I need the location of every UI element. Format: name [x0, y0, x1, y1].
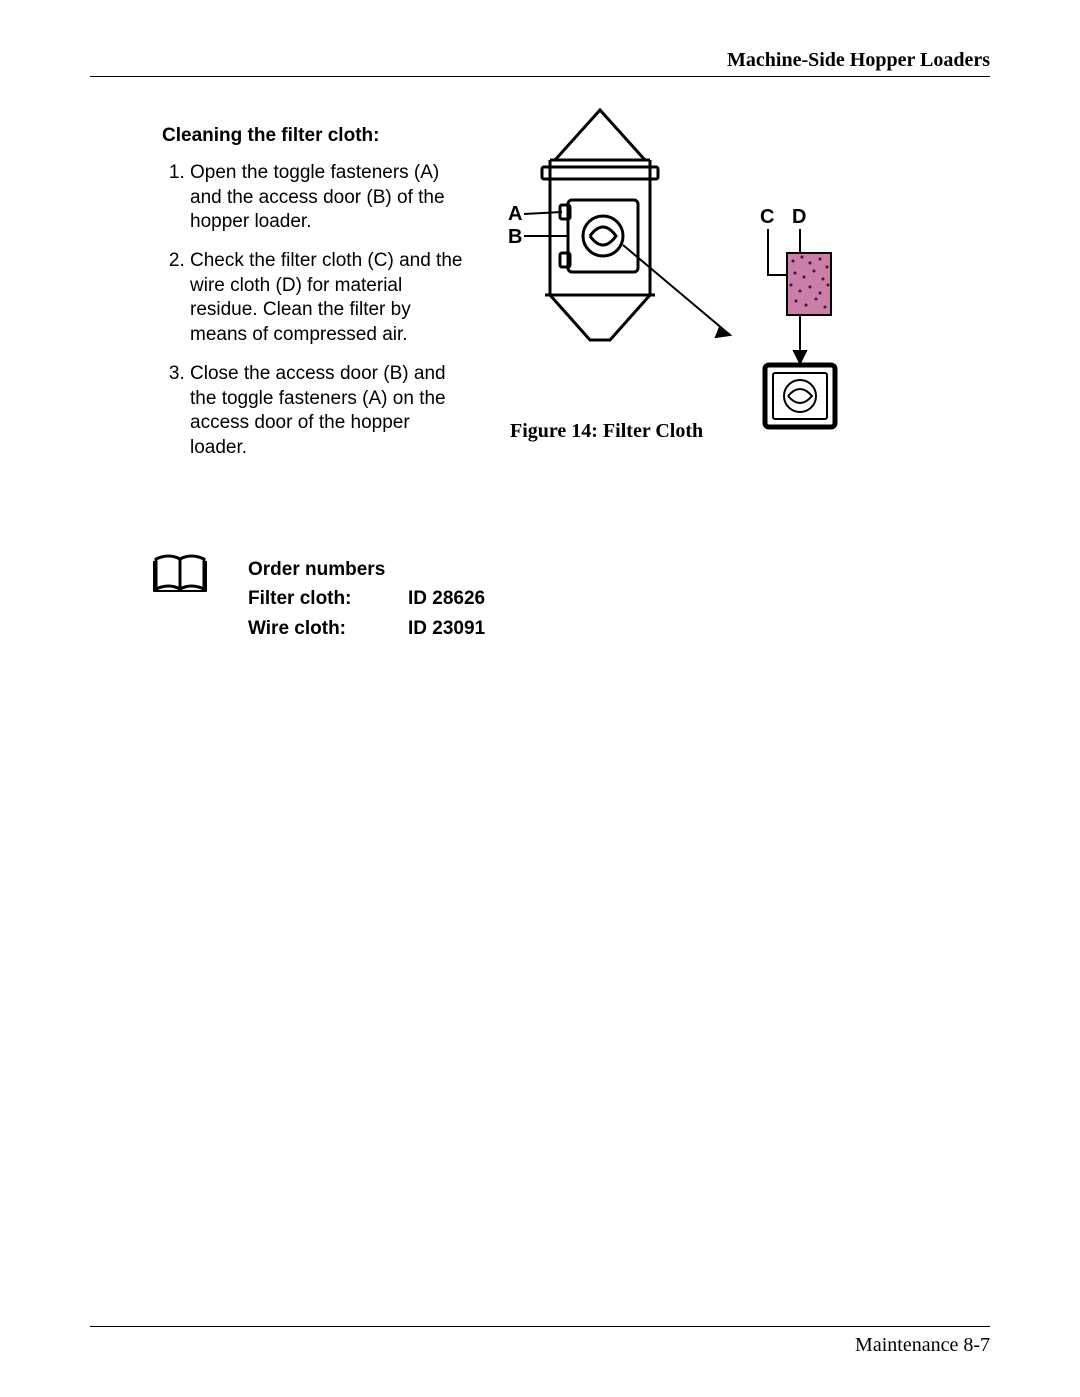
section-title: Cleaning the filter cloth:: [162, 125, 470, 147]
order-row: Filter cloth: ID 28626: [248, 584, 485, 613]
order-label: Filter cloth:: [248, 584, 408, 613]
order-value: ID 28626: [408, 584, 485, 613]
footer-rule: [90, 1326, 990, 1327]
order-label: Wire cloth:: [248, 614, 408, 643]
order-table: Order numbers Filter cloth: ID 28626 Wir…: [248, 555, 485, 643]
diagram-label-d: D: [792, 206, 806, 228]
order-heading: Order numbers: [248, 555, 485, 584]
order-value: ID 23091: [408, 614, 485, 643]
order-numbers-block: Order numbers Filter cloth: ID 28626 Wir…: [152, 555, 990, 643]
main-content: Cleaning the filter cloth: Open the togg…: [90, 125, 990, 485]
figure-caption: Figure 14: Filter Cloth: [510, 420, 703, 443]
book-icon: [152, 551, 208, 600]
instructions-column: Cleaning the filter cloth: Open the togg…: [90, 125, 470, 475]
step-item: Close the access door (B) and the toggle…: [190, 362, 470, 461]
diagram-label-b: B: [508, 226, 522, 248]
filter-cloth-diagram: A B C D: [490, 105, 920, 465]
step-item: Open the toggle fasteners (A) and the ac…: [190, 161, 470, 235]
step-item: Check the filter cloth (C) and the wire …: [190, 249, 470, 348]
figure-column: A B C D: [470, 125, 990, 485]
header-rule: Machine-Side Hopper Loaders: [90, 76, 990, 77]
steps-list: Open the toggle fasteners (A) and the ac…: [162, 161, 470, 461]
order-row: Wire cloth: ID 23091: [248, 614, 485, 643]
header-title: Machine-Side Hopper Loaders: [727, 49, 990, 72]
document-page: Machine-Side Hopper Loaders Cleaning the…: [0, 0, 1080, 1397]
diagram-label-a: A: [508, 203, 522, 225]
diagram-label-c: C: [760, 206, 774, 228]
footer-text: Maintenance 8-7: [855, 1334, 990, 1357]
